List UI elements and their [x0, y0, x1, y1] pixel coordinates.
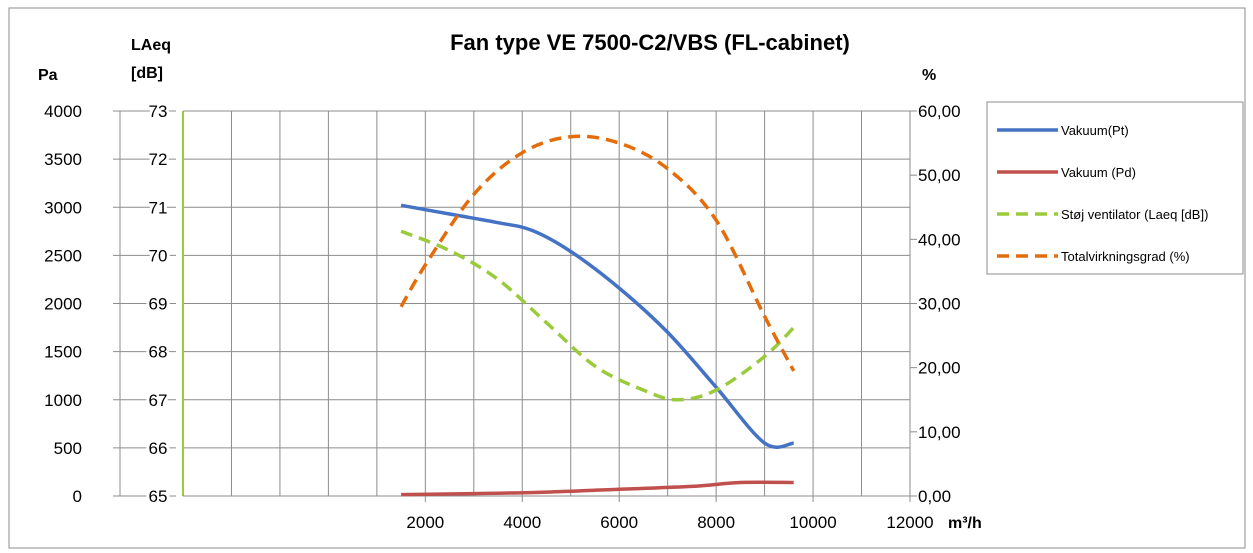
laeq-tick-label: 69 — [149, 295, 168, 314]
x-tick-label: 12000 — [886, 513, 933, 532]
pct-tick-label: 50,00 — [918, 166, 961, 185]
legend-label-1: Vakuum (Pd) — [1061, 165, 1136, 180]
legend-label-0: Vakuum(Pt) — [1061, 123, 1129, 138]
x-tick-label: 4000 — [503, 513, 541, 532]
series-line-2 — [400, 229, 795, 402]
x-axis-label: m³/h — [948, 515, 982, 532]
pct-tick-label: 30,00 — [918, 295, 961, 314]
pct-tick-label: 10,00 — [918, 423, 961, 442]
series-line-1 — [401, 480, 794, 497]
pa-axis-label: Pa — [38, 67, 58, 84]
laeq-tick-label: 70 — [149, 246, 168, 265]
legend-label-2: Støj ventilator (Laeq [dB]) — [1061, 207, 1208, 222]
pct-tick-label: 20,00 — [918, 359, 961, 378]
legend-label-3: Totalvirkningsgrad (%) — [1061, 249, 1190, 264]
series-line-3 — [399, 134, 796, 372]
legend: Vakuum(Pt) Vakuum (Pd) Støj ventilator (La… — [986, 101, 1244, 275]
laeq-tick-label: 71 — [149, 198, 168, 217]
laeq-tick-label: 72 — [149, 150, 168, 169]
chart-title: Fan type VE 7500-C2/VBS (FL-cabinet) — [450, 30, 850, 55]
x-tick-label: 8000 — [697, 513, 735, 532]
pa-tick-label: 3500 — [44, 150, 82, 169]
pa-tick-label: 0 — [73, 487, 82, 506]
pa-tick-label: 2000 — [44, 295, 82, 314]
pct-tick-label: 40,00 — [918, 230, 961, 249]
laeq-tick-label: 73 — [149, 102, 168, 121]
pa-tick-label: 2500 — [44, 246, 82, 265]
grid-lines — [183, 110, 910, 497]
pa-tick-label: 1000 — [44, 391, 82, 410]
laeq-tick-label: 66 — [149, 439, 168, 458]
laeq-tick-label: 65 — [149, 487, 168, 506]
pa-tick-label: 1500 — [44, 343, 82, 362]
series-lines — [399, 134, 796, 497]
pa-tick-label: 3000 — [44, 198, 82, 217]
series-line-0 — [400, 203, 794, 449]
chart-border — [8, 7, 1246, 549]
laeq-axis-label-line2: [dB] — [131, 65, 163, 82]
x-tick-label: 10000 — [789, 513, 836, 532]
pa-tick-label: 500 — [54, 439, 82, 458]
x-tick-label: 2000 — [406, 513, 444, 532]
pa-tick-label: 4000 — [44, 102, 82, 121]
pct-tick-label: 60,00 — [918, 102, 961, 121]
laeq-tick-label: 68 — [149, 343, 168, 362]
tick-labels: 0 500 1000 1500 2000 2500 3000 3500 4000 65 66 67 68… — [44, 99, 961, 532]
x-tick-label: 6000 — [600, 513, 638, 532]
pct-tick-label: 0,00 — [918, 487, 951, 506]
axes — [113, 110, 917, 502]
laeq-axis-label-line1: LAeq — [131, 37, 171, 54]
pct-axis-label: % — [922, 67, 936, 84]
laeq-tick-label: 67 — [149, 391, 168, 410]
